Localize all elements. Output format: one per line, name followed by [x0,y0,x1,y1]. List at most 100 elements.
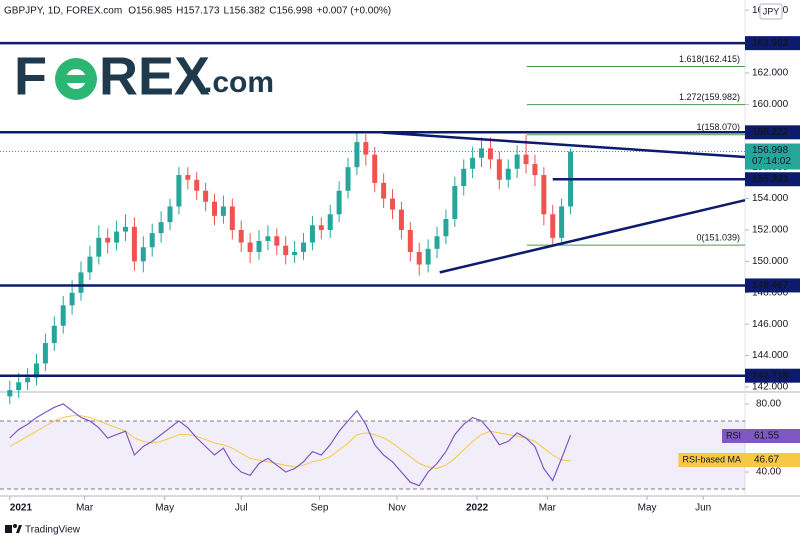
candle-body [496,159,502,180]
candle-body [283,245,289,256]
candle-body [105,237,111,243]
ohlc-letter: O [128,6,136,17]
candle-body [203,190,209,202]
candle-body [461,168,467,187]
change-label: +0.007 (+0.00%) [317,6,392,17]
x-tick-label: Sep [311,503,329,514]
layers: 142.000 144.000 146.000 148.000 150.000 152.0… [0,3,800,514]
rsi-band [0,420,745,490]
candle-body [131,226,137,262]
candle-body [51,325,57,344]
logo: F REX .com [14,46,274,106]
candle-body [229,206,235,230]
candle-body [60,305,66,326]
candle-body [123,226,129,232]
logo-suffix: .com [204,66,274,99]
candle-body [336,190,342,215]
countdown-label: 07:14:02 [752,156,791,167]
rsi-line [9,415,571,470]
candle-body [16,382,22,391]
value-label: 61.55 [754,431,779,442]
candle-body [78,272,84,293]
candle-body [487,148,493,160]
level-label: 142.718 [752,370,789,381]
fib-label: 0(151.039) [696,232,740,242]
ohlc-value: 157.173 [183,6,220,17]
legend-name: RSI-based MA [682,454,741,464]
tv-icon-bar [5,525,12,533]
candle-body [149,233,155,248]
header: GBPJPY, 1D, FOREX.com O 156.985 H 157.173 L 1… [4,6,391,17]
ohlc-value: 156.998 [276,6,313,17]
trendline [439,198,746,274]
candle-body [327,214,333,230]
legend-box [678,453,745,467]
y-tick-label: 146.000 [752,319,789,330]
currency-label: JPY [763,6,780,16]
candle-body [523,154,529,165]
tradingview-text: TradingView [25,525,81,536]
ohlc-letter: H [176,6,183,17]
value-box [745,429,800,443]
x-tick-label: Mar [76,503,94,514]
candle-body [505,168,511,180]
x-tick-label: Nov [388,503,406,514]
level-box [745,368,800,383]
y-tick-label: 154.000 [752,193,789,204]
x-tick-label: Jul [235,503,248,514]
y-tick-label: 40.00 [756,467,781,478]
candle-body [238,229,244,243]
candle-body [434,236,440,249]
candle-body [167,206,173,223]
candle-body [247,242,253,252]
candle-body [220,206,226,216]
candle-body [96,237,102,257]
candle-body [185,175,191,180]
tv-icon-dot [13,524,17,528]
x-tick-label: Mar [539,503,557,514]
y-tick-label: 144.000 [752,350,789,361]
value-label: 46.67 [754,455,779,466]
candle-body [274,236,280,246]
candle-body [407,229,413,252]
candle-body [7,390,13,397]
ohlc-letter: L [224,6,230,17]
candle-body [292,251,298,256]
candle-body [398,209,404,230]
candle-body [87,256,93,273]
level-label: 148.467 [752,280,789,291]
value-box [745,453,800,467]
fib-label: 1.272(159.982) [679,92,740,102]
x-tick-label: Jun [695,503,711,514]
candle-body [390,198,396,210]
ohlc-letter: C [269,6,276,17]
candle-body [309,225,315,243]
candle-body [42,343,48,364]
x-tick-label: 2022 [466,503,489,514]
candle-body [256,240,262,252]
candle-body [452,186,458,219]
fib-label: 1(158.070) [696,122,740,132]
candle-body [479,148,485,158]
candle-body [425,248,431,265]
candle-body [372,154,378,183]
ohlc-value: 156.382 [229,6,266,17]
x-tick-label: May [638,503,657,514]
candle-body [514,154,520,169]
candle-body [381,182,387,199]
candle-body [158,222,164,234]
candle-body [354,142,360,168]
logo-left: F [14,46,47,106]
candle-body [318,225,324,230]
ohlc-value: 156.985 [136,6,173,17]
candle-body [345,167,351,191]
level-label: 163.902 [752,38,789,49]
current-price-label: 156.998 [752,145,789,156]
candle-body [25,377,31,383]
trendline [382,131,746,159]
y-tick-label: 160.000 [752,99,789,110]
y-tick-label: 80.00 [756,399,781,410]
candle-body [559,206,565,238]
rsi-line [9,403,572,487]
legend-name: RSI [726,430,741,440]
